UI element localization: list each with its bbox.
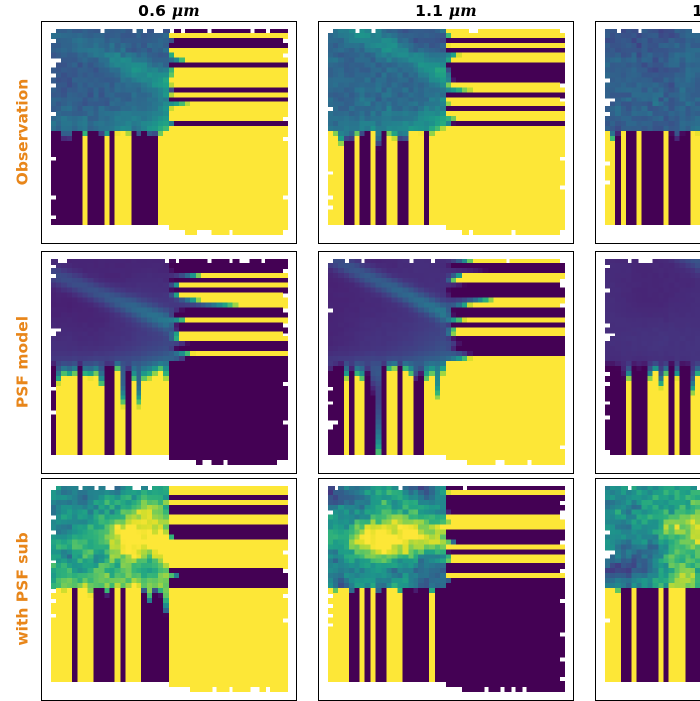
panel-with-psf-sub-1.8 [595, 478, 700, 701]
panel-observation-0.6 [41, 21, 297, 244]
panel-with-psf-sub-0.6 [41, 478, 297, 701]
column-header-3: 1.8 μm [595, 1, 700, 20]
panel-psf-model-1.8 [595, 251, 700, 474]
column-header-value: 1.1 [415, 2, 444, 20]
heatmap-image [319, 252, 573, 473]
panel-with-psf-sub-1.1 [318, 478, 574, 701]
column-header-1: 0.6 μm [41, 1, 297, 20]
row-label-2: PSF model [13, 315, 31, 408]
heatmap-image [596, 252, 700, 473]
heatmap-image [42, 22, 296, 243]
column-header-value: 1.8 [692, 2, 700, 20]
row-label-3: with PSF sub [13, 531, 31, 646]
column-header-unit: μm [171, 1, 200, 20]
panel-psf-model-0.6 [41, 251, 297, 474]
heatmap-image [319, 479, 573, 700]
column-header-2: 1.1 μm [318, 1, 574, 20]
panel-observation-1.1 [318, 21, 574, 244]
heatmap-image [596, 22, 700, 243]
row-label-1: Observation [13, 78, 31, 185]
heatmap-image [42, 479, 296, 700]
heatmap-image [596, 479, 700, 700]
heatmap-image [42, 252, 296, 473]
column-header-unit: μm [448, 1, 477, 20]
panel-observation-1.8 [595, 21, 700, 244]
column-header-value: 0.6 [138, 2, 167, 20]
panel-psf-model-1.1 [318, 251, 574, 474]
heatmap-image [319, 22, 573, 243]
